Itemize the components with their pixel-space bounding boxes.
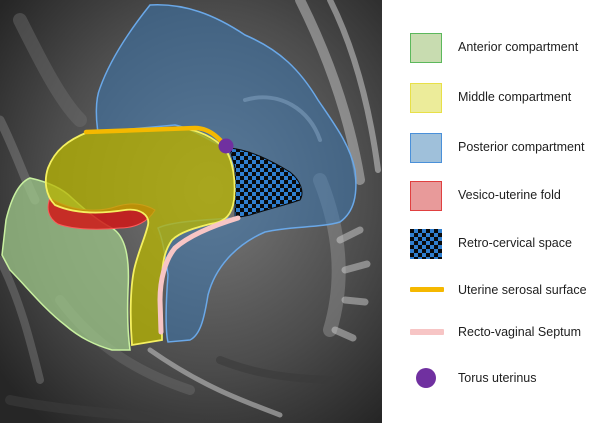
legend-item-retro-cervical-space: Retro-cervical space: [382, 224, 597, 264]
torus-uterinus-swatch: [416, 368, 436, 388]
uterine-serosal-surface-swatch: [410, 287, 444, 292]
middle-compartment-region: [44, 127, 236, 347]
retro-cervical-space-swatch: [410, 229, 442, 259]
legend-label: Posterior compartment: [458, 140, 585, 154]
posterior-compartment-swatch: [410, 133, 442, 163]
legend-label: Anterior compartment: [458, 40, 579, 54]
legend: Anterior compartment Middle compartment …: [382, 0, 597, 423]
middle-compartment-swatch: [410, 83, 442, 113]
legend-label: Vesico-uterine fold: [458, 188, 561, 202]
legend-label: Uterine serosal surface: [458, 283, 587, 297]
legend-label: Middle compartment: [458, 90, 572, 104]
retro-cervical-space-region: [229, 147, 303, 219]
legend-item-recto-vaginal-septum: Recto-vaginal Septum: [382, 314, 597, 354]
legend-item-uterine-serosal-surface: Uterine serosal surface: [382, 272, 597, 312]
legend-item-middle-compartment: Middle compartment: [382, 78, 597, 118]
legend-label: Retro-cervical space: [458, 236, 572, 250]
legend-label: Torus uterinus: [458, 371, 537, 385]
legend-item-anterior-compartment: Anterior compartment: [382, 28, 597, 68]
torus-uterinus-marker: [218, 138, 234, 154]
legend-item-vesico-uterine-fold: Vesico-uterine fold: [382, 176, 597, 216]
uterine-serosal-surface-line: [83, 125, 225, 145]
legend-item-torus-uterinus: Torus uterinus: [382, 358, 597, 398]
vesico-uterine-fold-swatch: [410, 181, 442, 211]
anterior-compartment-swatch: [410, 33, 442, 63]
mri-image-panel: [0, 0, 382, 423]
recto-vaginal-septum-line: [157, 215, 241, 335]
recto-vaginal-septum-swatch: [410, 329, 444, 335]
legend-item-posterior-compartment: Posterior compartment: [382, 128, 597, 168]
legend-label: Recto-vaginal Septum: [458, 325, 581, 339]
